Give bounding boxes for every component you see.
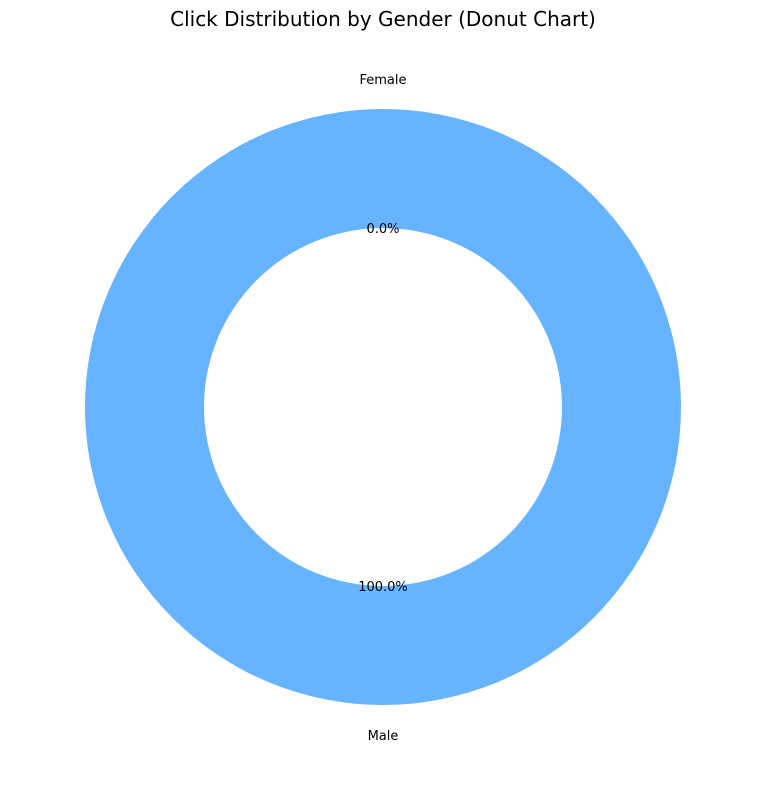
chart-title: Click Distribution by Gender (Donut Char… — [170, 7, 596, 31]
labels-layer: Female 0.0% Male 100.0% — [358, 73, 408, 744]
donut-hole — [204, 228, 562, 586]
percent-label-female: 0.0% — [366, 222, 399, 237]
percent-label-male: 100.0% — [358, 580, 408, 595]
slice-label-male: Male — [368, 729, 399, 744]
slice-label-female: Female — [359, 73, 406, 88]
